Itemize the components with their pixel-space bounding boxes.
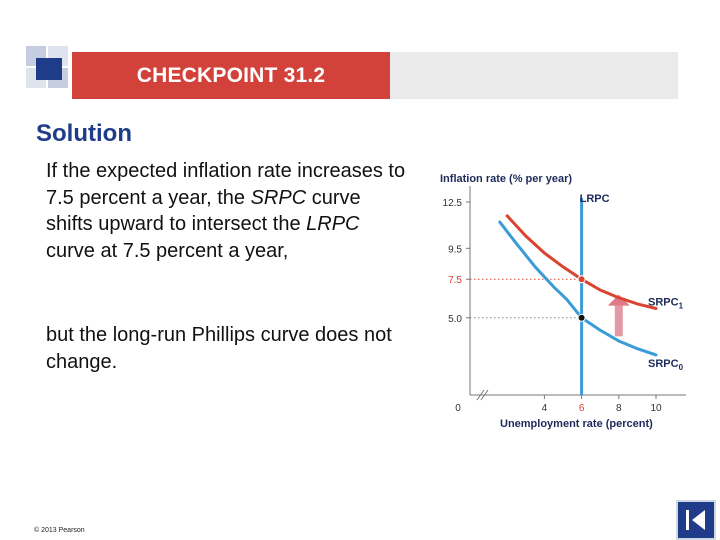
curve-label-sub: 1: [679, 302, 684, 311]
x-tick-label: 4: [542, 403, 548, 414]
end-show-button[interactable]: [676, 500, 716, 540]
x-tick-label: 8: [616, 403, 622, 414]
header-gray-panel: [390, 52, 678, 99]
phillips-curve-chart: Inflation rate (% per year) 12.5 9.5 7.5 5.0…: [440, 173, 686, 430]
curve-label-srpc0: SRPC0: [648, 358, 684, 372]
copyright: © 2013 Pearson: [34, 527, 85, 534]
shift-arrow-shaft: [614, 304, 623, 337]
curve-label-sub: 0: [679, 363, 684, 372]
header-bar: CHECKPOINT 31.2: [72, 52, 390, 99]
curve-label-main: SRPC: [648, 297, 679, 309]
end-icon: [686, 510, 705, 530]
para-italic-lrpc: LRPC: [306, 213, 360, 235]
x-tick-label: 6: [579, 403, 585, 414]
solution-heading: Solution: [36, 120, 132, 147]
equilibrium-point: [577, 313, 586, 322]
curve-label-srpc1: SRPC1: [648, 297, 684, 311]
logo-square: [36, 58, 62, 80]
conclusion-paragraph: but the long-run Phillips curve does not…: [46, 324, 392, 373]
x-tick-label: 0: [455, 403, 461, 414]
y-tick-label: 5.0: [448, 314, 462, 325]
y-tick-label: 7.5: [448, 275, 462, 286]
x-tick-label: 10: [650, 403, 662, 414]
equilibrium-point: [577, 275, 586, 284]
para-italic-srpc: SRPC: [250, 186, 307, 209]
y-axis-label: Inflation rate (% per year): [440, 173, 572, 185]
para-text: curve at 7.5 percent a year,: [46, 239, 289, 262]
para-text: curve shifts upward to intersect the: [46, 186, 361, 236]
axis-break: [480, 389, 489, 401]
y-tick-label: 12.5: [443, 198, 463, 209]
y-tick-label: 9.5: [448, 244, 462, 255]
explanation-paragraph: If the expected inflation rate increases…: [46, 158, 406, 264]
checkpoint-title: CHECKPOINT 31.2: [136, 63, 326, 87]
curve-srpc0: [498, 220, 658, 357]
curve-label-main: SRPC: [648, 358, 679, 370]
x-axis-label: Unemployment rate (percent): [500, 418, 653, 430]
lrpc-label: LRPC: [580, 193, 610, 205]
shift-arrow-head: [607, 294, 630, 306]
axis-break: [476, 389, 485, 401]
logo-squares: [24, 44, 72, 92]
para-text: If the expected inflation rate increases…: [46, 160, 406, 209]
